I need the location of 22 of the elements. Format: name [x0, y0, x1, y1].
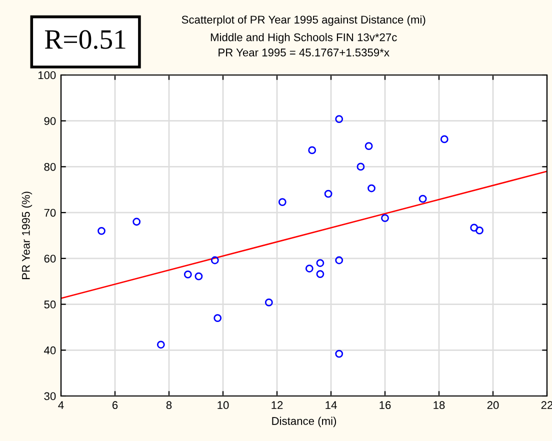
y-tick-label: 90	[44, 117, 56, 125]
x-tick-label: 10	[218, 401, 229, 410]
x-tick-label: 8	[166, 401, 172, 410]
x-tick-label: 14	[326, 401, 337, 409]
x-tick-label: 12	[272, 401, 283, 409]
y-tick-label: 80	[44, 162, 56, 171]
y-tick-label: 40	[44, 346, 56, 354]
chart-title: Scatterplot of PR Year 1995 against Distance (mi)	[182, 15, 426, 26]
x-tick-label: 18	[434, 401, 445, 410]
x-axis-title: Distance (mi)	[272, 416, 336, 428]
y-tick-label: 30	[44, 392, 56, 400]
y-tick-label: 60	[44, 254, 56, 263]
x-tick-label: 16	[380, 401, 391, 410]
y-tick-label: 100	[38, 71, 56, 80]
y-axis-title: PR Year 1995 (%)	[22, 192, 32, 280]
text: R=0.51	[44, 30, 126, 49]
x-tick-label: 4	[58, 401, 64, 409]
y-tick-label: 50	[44, 300, 56, 308]
x-tick-label: 20	[487, 401, 499, 410]
y-tick-label: 70	[44, 208, 56, 217]
x-tick-label: 6	[112, 401, 118, 410]
chart-subtitle: Middle and High Schools FIN 13v*27c PR Year 1995 = 45.1767+1.5359*x	[210, 33, 397, 56]
